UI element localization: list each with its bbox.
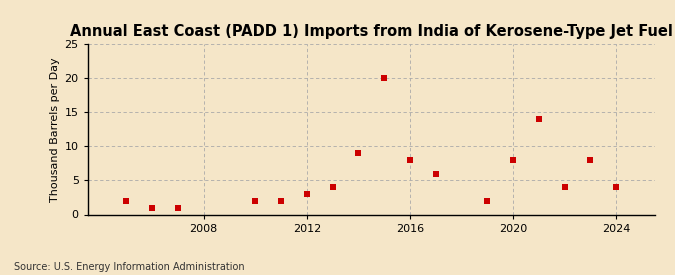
Y-axis label: Thousand Barrels per Day: Thousand Barrels per Day [51, 57, 61, 202]
Point [585, 158, 596, 162]
Point [275, 199, 286, 203]
Point [404, 158, 415, 162]
Point [146, 205, 157, 210]
Text: Source: U.S. Energy Information Administration: Source: U.S. Energy Information Administ… [14, 262, 244, 272]
Point [379, 76, 389, 80]
Point [250, 199, 261, 203]
Point [353, 151, 364, 155]
Title: Annual East Coast (PADD 1) Imports from India of Kerosene-Type Jet Fuel: Annual East Coast (PADD 1) Imports from … [70, 24, 673, 39]
Point [508, 158, 518, 162]
Point [533, 117, 544, 121]
Point [559, 185, 570, 189]
Point [327, 185, 338, 189]
Point [430, 171, 441, 176]
Point [611, 185, 622, 189]
Point [302, 192, 313, 196]
Point [482, 199, 493, 203]
Point [173, 205, 184, 210]
Point [121, 199, 132, 203]
